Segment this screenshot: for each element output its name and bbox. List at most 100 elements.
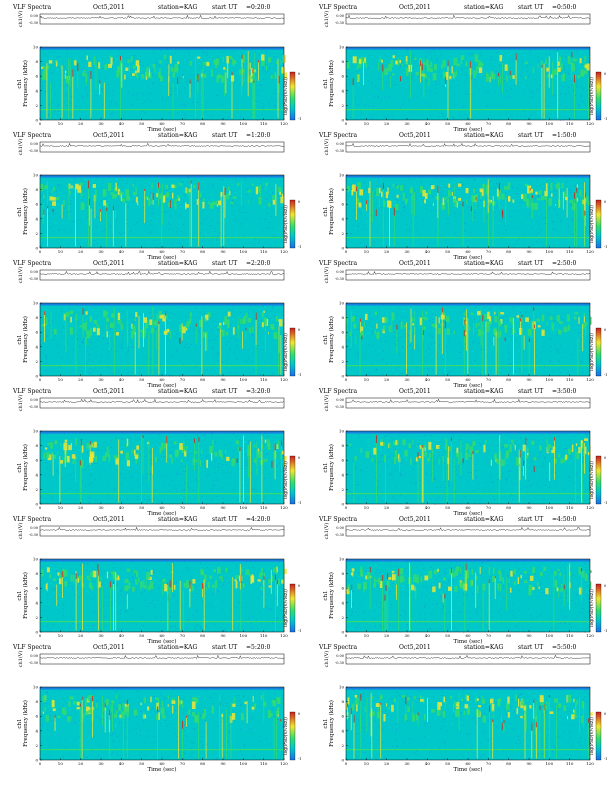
waveform-line <box>345 142 591 147</box>
y-tick-label: 4 <box>35 600 38 605</box>
x-tick-label: 50 <box>445 377 451 382</box>
ch-axis-label: ch1(V) <box>17 523 24 540</box>
y-tick-label: 4 <box>35 472 38 477</box>
ch-tick-label: 0.00 <box>336 654 344 658</box>
panel-date: Oct5,2011 <box>93 516 125 523</box>
spectrogram-panel: VLF Spectra Oct5,2011 station=KAG start UT =… <box>306 2 612 134</box>
ch-axis-label: ch1(V) <box>323 651 330 668</box>
x-tick-label: 20 <box>78 249 84 254</box>
x-tick-label: 80 <box>506 121 512 126</box>
panel-date: Oct5,2011 <box>399 260 431 267</box>
x-tick-label: 40 <box>425 249 431 254</box>
y-tick-label: 10 <box>33 429 39 434</box>
freq-axis-label: ch1Frequency (kHz) <box>17 188 29 235</box>
waveform-line <box>345 526 591 531</box>
colorbar-tick-label: 0 <box>298 200 300 204</box>
cutoff-band <box>346 303 590 306</box>
x-tick-label: 40 <box>425 377 431 382</box>
x-tick-label: 10 <box>364 633 370 638</box>
ch-tick-label: -0.30 <box>335 149 344 153</box>
panel-start-prefix: start UT <box>518 644 544 651</box>
x-tick-label: 110 <box>566 377 574 382</box>
panel-title: VLF Spectra <box>319 644 358 651</box>
hum-line <box>40 621 284 623</box>
hum-line <box>40 749 284 751</box>
sferics <box>46 563 285 631</box>
colorbar <box>595 583 602 633</box>
panel-station: station=KAG <box>464 516 504 523</box>
x-tick-label: 40 <box>425 121 431 126</box>
x-tick-label: 10 <box>58 761 64 766</box>
panel-start-time: =0:50:0 <box>552 4 577 11</box>
x-tick-label: 100 <box>240 505 248 510</box>
ch-tick-label: -0.30 <box>335 21 344 25</box>
waveform-frame <box>39 141 285 153</box>
x-tick-label: 60 <box>159 505 165 510</box>
x-tick-label: 20 <box>78 633 84 638</box>
x-tick-label: 30 <box>98 121 104 126</box>
panel-station: station=KAG <box>158 260 198 267</box>
panel-start-time: =3:50:0 <box>552 388 577 395</box>
panel-date: Oct5,2011 <box>399 4 431 11</box>
colorbar-tick-label: -1 <box>604 245 607 249</box>
x-tick-label: 40 <box>425 633 431 638</box>
panel-date: Oct5,2011 <box>93 388 125 395</box>
y-tick-label: 6 <box>341 586 344 591</box>
y-tick-label: 6 <box>35 330 38 335</box>
x-tick-label: 30 <box>98 249 104 254</box>
spectrogram-background <box>40 559 284 632</box>
y-tick-label: 4 <box>35 344 38 349</box>
colorbar-tick-label: -1 <box>604 373 607 377</box>
y-tick-label: 8 <box>35 571 38 576</box>
panel-start-time: =5:50:0 <box>552 644 577 651</box>
panel-title: VLF Spectra <box>319 4 358 11</box>
panel-title: VLF Spectra <box>13 132 52 139</box>
panel-start-prefix: start UT <box>212 644 238 651</box>
x-axis-label: Time (sec) <box>147 254 176 261</box>
ch-axis-label: ch1(V) <box>323 11 330 28</box>
freq-axis-label: ch1Frequency (kHz) <box>17 444 29 491</box>
freq-axis-label: ch1Frequency (kHz) <box>323 316 335 363</box>
x-tick-label: 50 <box>445 633 451 638</box>
x-tick-label: 70 <box>180 249 186 254</box>
y-tick-label: 4 <box>341 344 344 349</box>
x-tick-label: 20 <box>78 121 84 126</box>
colorbar-tick-label: 0 <box>604 328 606 332</box>
y-tick-label: 0 <box>341 374 344 379</box>
waveform-frame <box>345 13 591 25</box>
y-tick-label: 10 <box>339 301 345 306</box>
x-tick-label: 20 <box>384 505 390 510</box>
x-tick-label: 80 <box>200 249 206 254</box>
colorbar-tick-label: 0 <box>298 328 300 332</box>
x-tick-label: 40 <box>425 505 431 510</box>
x-tick-label: 120 <box>586 249 594 254</box>
x-tick-label: 20 <box>384 121 390 126</box>
x-tick-label: 0 <box>345 505 348 510</box>
x-tick-label: 50 <box>445 249 451 254</box>
cutoff-band <box>346 559 590 562</box>
waveform-frame <box>39 525 285 537</box>
panel-start-time: =0:20:0 <box>246 4 271 11</box>
sferics <box>351 562 582 631</box>
spectrogram-panel: VLF Spectra Oct5,2011 station=KAG start UT =… <box>306 386 612 518</box>
x-tick-label: 110 <box>566 633 574 638</box>
panel-station: station=KAG <box>158 4 198 11</box>
sferics <box>42 180 277 247</box>
freq-axis-label: ch1Frequency (kHz) <box>323 188 335 235</box>
cutoff-band <box>40 687 284 690</box>
x-tick-label: 110 <box>566 761 574 766</box>
x-tick-label: 10 <box>364 249 370 254</box>
y-tick-label: 8 <box>341 699 344 704</box>
x-tick-label: 60 <box>465 633 471 638</box>
colorbar-label: log(PSD(V/√Hz)) <box>282 717 289 755</box>
x-tick-label: 70 <box>486 633 492 638</box>
x-tick-label: 110 <box>566 249 574 254</box>
spectrogram-panel: VLF Spectra Oct5,2011 station=KAG start UT =… <box>306 130 612 262</box>
x-tick-label: 100 <box>240 121 248 126</box>
panel-title: VLF Spectra <box>13 4 52 11</box>
y-tick-label: 0 <box>341 630 344 635</box>
y-tick-label: 4 <box>341 728 344 733</box>
panel-start-time: =1:50:0 <box>552 132 577 139</box>
